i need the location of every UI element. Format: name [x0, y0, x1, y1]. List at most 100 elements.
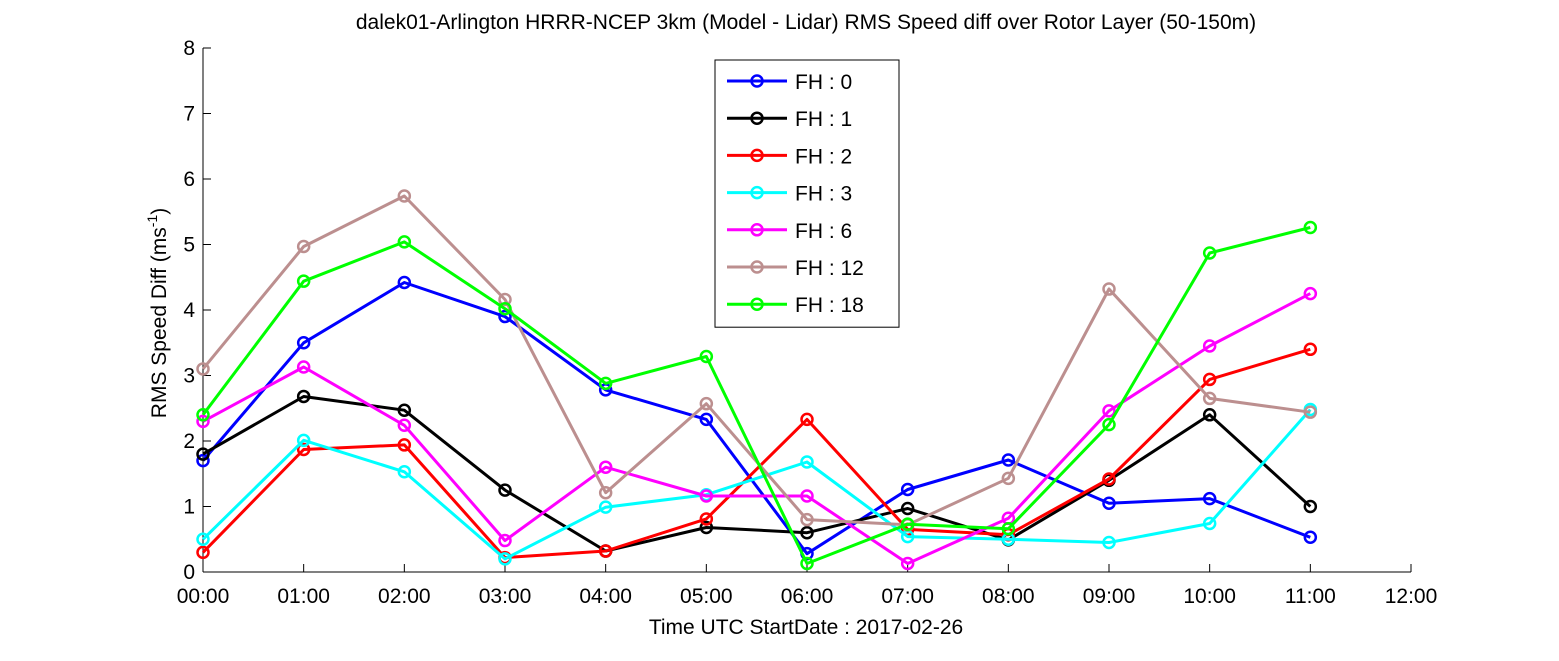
- y-tick-label: 3: [183, 365, 195, 388]
- y-axis-label: RMS Speed Diff (ms-1): [144, 208, 171, 418]
- data-point: [1202, 516, 1217, 531]
- legend-label: FH : 12: [795, 257, 864, 280]
- x-tick-label: 12:00: [1385, 585, 1438, 608]
- series-line: [201, 226, 1311, 565]
- data-point: [800, 512, 814, 527]
- legend-label: FH : 18: [795, 294, 864, 317]
- data-point: [900, 517, 915, 531]
- x-axis: 00:00 01:00 02:00 03:00 04:00 05:00 06:00 07:00…: [177, 564, 1438, 608]
- y-tick-label: 2: [183, 430, 195, 453]
- data-point: [800, 455, 814, 469]
- x-axis-label: Time UTC StartDate : 2017-02-26: [649, 616, 963, 639]
- data-point: [397, 189, 412, 203]
- legend-marker: [750, 223, 764, 237]
- chart-title: dalek01-Arlington HRRR-NCEP 3km (Model -…: [356, 11, 1256, 34]
- data-point: [196, 545, 210, 560]
- series-layer: [196, 189, 1318, 571]
- legend-item: FH : 0: [727, 71, 852, 94]
- x-tick-label: 09:00: [1083, 585, 1136, 608]
- y-axis: 0 1 2 3 4 5 6 7 8: [183, 37, 211, 584]
- data-point: [900, 482, 915, 497]
- y-axis-label-main: RMS Speed Diff (ms: [148, 227, 171, 418]
- data-point: [800, 556, 814, 571]
- data-point: [196, 414, 210, 429]
- series-line: [202, 395, 1312, 553]
- data-point: [900, 501, 915, 516]
- data-point: [699, 512, 714, 526]
- data-point: [598, 485, 613, 500]
- data-point: [397, 235, 412, 249]
- data-point: [1102, 282, 1116, 296]
- y-tick-label: 4: [183, 299, 195, 322]
- data-point: [196, 362, 210, 376]
- data-point: [296, 433, 311, 448]
- legend-label: FH : 2: [795, 145, 852, 168]
- series-line: [201, 281, 1311, 556]
- legend-label: FH : 3: [795, 183, 852, 206]
- data-point: [397, 438, 412, 452]
- x-tick-label: 10:00: [1183, 585, 1236, 608]
- data-point: [598, 460, 613, 474]
- series-line: [201, 347, 1311, 560]
- legend-item: FH : 3: [727, 183, 852, 206]
- legend-marker: [750, 260, 764, 274]
- data-point: [699, 489, 714, 503]
- data-point: [1202, 491, 1217, 506]
- data-point: [1202, 372, 1217, 387]
- data-point: [800, 412, 814, 427]
- data-point: [397, 403, 412, 417]
- data-point: [699, 412, 714, 427]
- data-point: [498, 309, 512, 324]
- legend-item: FH : 2: [727, 145, 852, 168]
- data-point: [498, 533, 512, 548]
- x-tick-label: 08:00: [982, 585, 1035, 608]
- legend-label: FH : 1: [795, 108, 852, 131]
- legend-marker: [750, 185, 764, 200]
- data-point: [1001, 471, 1016, 486]
- legend-marker: [750, 297, 764, 311]
- data-point: [1303, 530, 1318, 545]
- legend-label: FH : 6: [795, 220, 852, 243]
- x-tick-label: 03:00: [479, 585, 532, 608]
- data-point: [800, 489, 814, 503]
- data-point: [1202, 246, 1217, 260]
- series-line: [202, 292, 1311, 565]
- x-tick-label: 00:00: [177, 585, 230, 608]
- legend-label: FH : 0: [795, 71, 852, 94]
- data-point: [699, 349, 714, 364]
- data-point: [1303, 342, 1318, 357]
- data-point: [1202, 339, 1217, 353]
- data-point: [498, 552, 512, 566]
- data-point: [296, 336, 311, 350]
- data-point: [1303, 220, 1318, 235]
- data-point: [1202, 391, 1217, 406]
- data-point: [296, 389, 311, 404]
- legend-item: FH : 6: [727, 220, 852, 243]
- legend-marker: [750, 148, 764, 163]
- data-point: [598, 544, 613, 558]
- data-point: [196, 408, 210, 422]
- data-point: [296, 274, 311, 288]
- series-line: [201, 408, 1312, 561]
- data-point: [598, 376, 613, 391]
- x-tick-label: 11:00: [1285, 585, 1336, 608]
- data-point: [699, 396, 714, 411]
- data-point: [196, 447, 210, 461]
- data-point: [1001, 453, 1016, 467]
- data-point: [397, 418, 412, 433]
- legend-marker: [750, 111, 764, 125]
- data-point: [296, 239, 311, 254]
- y-axis-label-close: ): [148, 208, 171, 215]
- y-tick-label: 8: [183, 37, 195, 60]
- x-tick-label: 07:00: [881, 585, 934, 608]
- data-point: [1303, 499, 1318, 514]
- data-point: [1001, 522, 1016, 536]
- data-point: [1202, 408, 1217, 422]
- data-point: [498, 483, 512, 497]
- data-point: [296, 442, 311, 457]
- data-point: [397, 275, 412, 290]
- data-point: [1102, 496, 1116, 510]
- data-point: [498, 292, 512, 307]
